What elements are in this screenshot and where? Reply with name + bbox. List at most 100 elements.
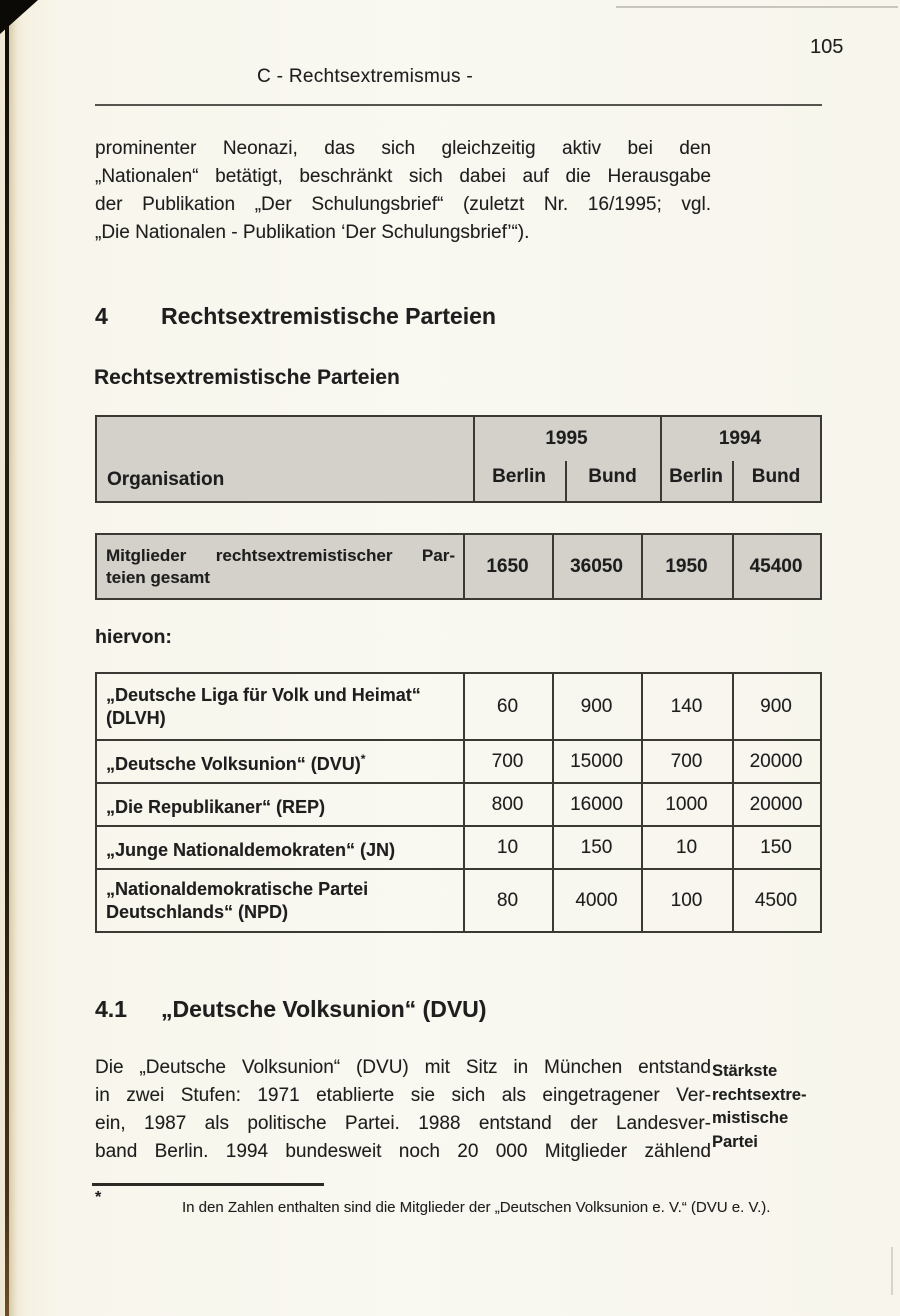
members-detail-table: „Deutsche Liga für Volk und Heimat“ (DLVH… xyxy=(95,672,822,933)
total-bund-1995: 36050 xyxy=(570,555,623,577)
table-row-dlvh: „Deutsche Liga für Volk und Heimat“ (DLVH… xyxy=(97,674,820,739)
table-divider xyxy=(552,674,554,931)
text-line: teien gesamt xyxy=(106,567,210,587)
value-berlin-1995: 700 xyxy=(491,750,524,772)
value-bund-1994: 150 xyxy=(760,836,792,858)
margin-note: Stärkste rechtsextre-mistische Partei xyxy=(712,1060,830,1154)
table-divider xyxy=(641,535,643,598)
party-name-text: „Junge Nationaldemokraten“ (JN) xyxy=(106,839,396,860)
section-4-1-number: 4.1 xyxy=(95,996,127,1022)
text-line: Die „Deutsche Volksunion“ (DVU) mit Sitz… xyxy=(95,1057,711,1078)
value-berlin-1995: 60 xyxy=(496,695,519,717)
value-berlin-1995: 10 xyxy=(496,836,519,858)
total-berlin-1994: 1950 xyxy=(665,555,708,577)
text-line: mistische xyxy=(712,1109,789,1127)
column-header-berlin-1995: Berlin xyxy=(492,466,546,487)
column-header-year-1995: 1995 xyxy=(545,428,588,449)
section-4-title: Rechtsextremistische Parteien xyxy=(161,303,496,329)
text-line: „Deutsche Liga für Volk und Heimat“ xyxy=(106,684,421,705)
party-name: „Die Republikaner“ (REP) xyxy=(97,784,463,825)
running-header: C - Rechtsextremismus - xyxy=(257,66,473,87)
text-line: Partei xyxy=(712,1132,758,1151)
table-divider xyxy=(565,461,567,501)
value-bund-1994: 20000 xyxy=(749,750,803,772)
members-table-header: Organisation 1995 1994 Berlin Bund Berli… xyxy=(95,415,822,503)
table-divider xyxy=(552,535,554,598)
table-row-rep: „Die Republikaner“ (REP) 800 16000 1000 … xyxy=(97,784,820,825)
intro-paragraph: prominenter Neonazi, das sich gleichzeit… xyxy=(95,135,711,247)
text-line: der Publikation „Der Schulungsbrief“ (zu… xyxy=(95,194,711,215)
scan-top-edge-line xyxy=(616,6,898,8)
footnote-marker: * xyxy=(95,1189,102,1206)
column-header-bund-1995: Bund xyxy=(588,466,637,487)
header-rule xyxy=(95,104,822,106)
text-line: ein, 1987 als politische Partei. 1988 en… xyxy=(95,1113,711,1134)
table-divider xyxy=(97,739,820,741)
total-row-label: Mitglieder rechtsextremistischer Par-tei… xyxy=(97,535,463,598)
footnote-rule xyxy=(92,1183,324,1186)
column-header-year-1994: 1994 xyxy=(718,428,762,449)
text-line: band Berlin. 1994 bundesweit noch 20 000… xyxy=(95,1141,711,1162)
value-berlin-1995: 800 xyxy=(491,793,524,815)
text-line: prominenter Neonazi, das sich gleichzeit… xyxy=(95,138,711,159)
total-bund-1994: 45400 xyxy=(749,555,803,577)
column-header-berlin-1994: Berlin xyxy=(669,466,723,487)
section-4-number: 4 xyxy=(95,303,108,329)
table-divider xyxy=(641,674,643,931)
text-line: „Nationalen“ betätigt, beschränkt sich d… xyxy=(95,166,711,187)
table-divider xyxy=(97,825,820,827)
value-bund-1994: 20000 xyxy=(749,793,803,815)
table-divider xyxy=(463,674,465,931)
table-divider xyxy=(660,417,662,501)
value-berlin-1995: 80 xyxy=(496,889,519,911)
table-row-dvu: „Deutsche Volksunion“ (DVU)* 700 15000 7… xyxy=(97,741,820,782)
value-berlin-1994: 100 xyxy=(670,889,703,911)
page-number: 105 xyxy=(810,36,844,58)
value-bund-1995: 15000 xyxy=(570,750,623,772)
scan-right-edge-mark xyxy=(891,1247,893,1295)
text-line: in zwei Stufen: 1971 etablierte sie sich… xyxy=(95,1085,711,1106)
value-berlin-1994: 1000 xyxy=(665,793,708,815)
text-line: „Nationaldemokratische Partei xyxy=(106,878,369,899)
text-line: „Die Nationalen - Publikation ‘Der Schul… xyxy=(95,222,530,243)
members-total-row: Mitglieder rechtsextremistischer Par-tei… xyxy=(95,533,822,600)
party-name: „Deutsche Volksunion“ (DVU)* xyxy=(97,741,463,782)
table-divider xyxy=(732,674,734,931)
value-berlin-1994: 700 xyxy=(670,750,703,772)
hiervon-label: hiervon: xyxy=(95,626,172,648)
value-bund-1995: 16000 xyxy=(570,793,623,815)
text-line: Stärkste xyxy=(712,1062,778,1080)
table-divider xyxy=(97,782,820,784)
table-divider xyxy=(463,535,465,598)
table-divider xyxy=(473,417,475,501)
party-name-text: „Deutsche Volksunion“ (DVU) xyxy=(106,753,361,774)
table-row-npd: „Nationaldemokratische Partei Deutschland… xyxy=(97,870,820,931)
section-4-heading: 4 Rechtsextremistische Parteien xyxy=(95,303,496,330)
table-divider xyxy=(732,535,734,598)
table-divider xyxy=(732,461,734,501)
table-divider xyxy=(97,868,820,870)
party-name: „Nationaldemokratische Partei Deutschland… xyxy=(97,870,463,931)
text-line: Mitglieder rechtsextremistischer Par- xyxy=(106,545,455,565)
column-header-bund-1994: Bund xyxy=(751,466,801,487)
text-line: (DLVH) xyxy=(106,707,166,728)
value-bund-1995: 900 xyxy=(580,695,613,717)
scan-corner-artifact xyxy=(0,0,38,34)
text-line: Deutschlands“ (NPD) xyxy=(106,901,289,922)
text-line: rechtsextre- xyxy=(712,1085,807,1104)
value-bund-1994: 900 xyxy=(760,695,792,717)
footnote-reference: * xyxy=(360,751,366,766)
party-name: „Junge Nationaldemokraten“ (JN) xyxy=(97,827,463,868)
table-caption: Rechtsextremistische Parteien xyxy=(94,366,400,389)
value-bund-1995: 150 xyxy=(580,836,613,858)
scan-binding-line xyxy=(5,0,9,1316)
value-berlin-1994: 10 xyxy=(675,836,698,858)
column-header-organisation: Organisation xyxy=(107,469,225,490)
section-4-1-title: „Deutsche Volksunion“ (DVU) xyxy=(161,996,487,1022)
total-berlin-1995: 1650 xyxy=(486,555,529,577)
table-row-jn: „Junge Nationaldemokraten“ (JN) 10 150 1… xyxy=(97,827,820,868)
footnote-text: In den Zahlen enthalten sind die Mitglie… xyxy=(182,1199,771,1216)
scan-binding-shadow xyxy=(9,0,24,1316)
value-bund-1995: 4000 xyxy=(575,889,618,911)
